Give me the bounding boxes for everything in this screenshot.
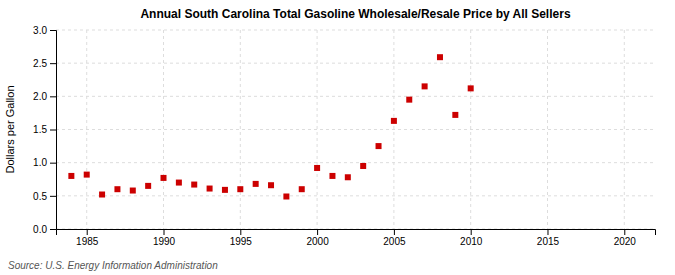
point — [314, 165, 320, 171]
point — [422, 83, 428, 89]
y-axis: 0.0 0.5 1.0 1.5 2.0 2.5 3.0 — [33, 25, 56, 235]
grid-line-y — [56, 30, 655, 31]
y-tick: 0.5 — [33, 191, 56, 202]
y-tick-mark — [50, 196, 56, 197]
point — [222, 187, 228, 193]
x-tick: 1985 — [76, 229, 99, 247]
x-tick: 2015 — [537, 229, 560, 247]
grid-line-y — [56, 195, 655, 196]
grid-line-y — [56, 63, 655, 64]
y-tick-label: 2.5 — [33, 58, 47, 69]
x-tick: 1990 — [153, 229, 176, 247]
point — [161, 175, 167, 181]
points — [68, 54, 473, 199]
point — [376, 143, 382, 149]
x-tick-label: 1995 — [230, 236, 253, 247]
point — [145, 183, 151, 189]
x-tick-mark — [164, 229, 165, 235]
y-tick: 3.0 — [33, 25, 56, 36]
point — [237, 186, 243, 192]
y-tick: 2.0 — [33, 91, 56, 102]
point — [299, 186, 305, 192]
point — [114, 186, 120, 192]
point — [253, 181, 259, 187]
x-tick-mark — [317, 229, 318, 235]
point — [329, 173, 335, 179]
x-tick-mark — [471, 229, 472, 235]
y-tick: 1.0 — [33, 157, 56, 168]
y-tick-label: 3.0 — [33, 25, 47, 36]
point — [360, 163, 366, 169]
x-tick-label: 1985 — [76, 236, 99, 247]
x-tick-mark — [240, 229, 241, 235]
point — [468, 85, 474, 91]
x-tick-mark — [624, 229, 625, 235]
y-tick-label: 0.0 — [33, 224, 47, 235]
x-tick: 2000 — [306, 229, 329, 247]
x-tick-mark — [87, 229, 88, 235]
grid-line-y — [56, 96, 655, 97]
x-tick-label: 2000 — [306, 236, 329, 247]
x-tick: 1995 — [230, 229, 253, 247]
y-tick-mark — [50, 63, 56, 64]
grid-line-y — [56, 129, 655, 130]
x-tick-mark — [394, 229, 395, 235]
y-tick: 0.0 — [33, 224, 56, 235]
x-tick: 2005 — [383, 229, 406, 247]
grid-line-x — [240, 30, 241, 229]
y-tick-label: 0.5 — [33, 191, 47, 202]
chart: 1985 1990 1995 2000 2005 2010 2015 2020 0.0 0.5 1.… — [0, 0, 675, 275]
point — [207, 186, 213, 192]
point — [437, 54, 443, 60]
point — [191, 182, 197, 188]
title: Annual South Carolina Total Gasoline Who… — [140, 7, 570, 21]
grid-line-x — [547, 30, 548, 229]
point — [452, 112, 458, 118]
y-tick-label: 1.5 — [33, 124, 47, 135]
y-tick-mark — [50, 30, 56, 31]
point — [99, 192, 105, 198]
x-tick-label: 2010 — [460, 236, 483, 247]
point — [176, 180, 182, 186]
grid-line-x — [624, 30, 625, 229]
point — [283, 193, 289, 199]
plot: 1985 1990 1995 2000 2005 2010 2015 2020 0.0 0.5 1.… — [33, 25, 655, 247]
point — [68, 173, 74, 179]
x-tick-label: 2005 — [383, 236, 406, 247]
y-axis-line — [50, 31, 57, 230]
y-tick-label: 2.0 — [33, 91, 47, 102]
y-tick-mark — [50, 163, 56, 164]
grid-line-x — [163, 30, 164, 229]
x-tick: 2020 — [614, 229, 637, 247]
point — [84, 172, 90, 178]
point — [391, 118, 397, 124]
y-tick: 2.5 — [33, 58, 56, 69]
grid — [56, 30, 655, 229]
y-tick-mark — [50, 130, 56, 131]
point — [268, 182, 274, 188]
x-tick-label: 2015 — [537, 236, 560, 247]
x-tick-label: 2020 — [614, 236, 637, 247]
x-axis-line — [57, 230, 656, 236]
y-tick-label: 1.0 — [33, 157, 47, 168]
point — [406, 97, 412, 103]
y-tick: 1.5 — [33, 124, 56, 135]
annotation: Source: U.S. Energy Information Administ… — [8, 260, 218, 271]
x-tick-mark — [547, 229, 548, 235]
y-tick-mark — [50, 229, 56, 230]
x-axis: 1985 1990 1995 2000 2005 2010 2015 2020 — [57, 229, 656, 247]
x-tick: 2010 — [460, 229, 483, 247]
point — [130, 188, 136, 194]
point — [345, 174, 351, 180]
x-tick-label: 1990 — [153, 236, 176, 247]
y-axis-title: Dollars per Gallon — [4, 85, 16, 173]
grid-line-y — [56, 162, 655, 163]
y-tick-mark — [50, 96, 56, 97]
